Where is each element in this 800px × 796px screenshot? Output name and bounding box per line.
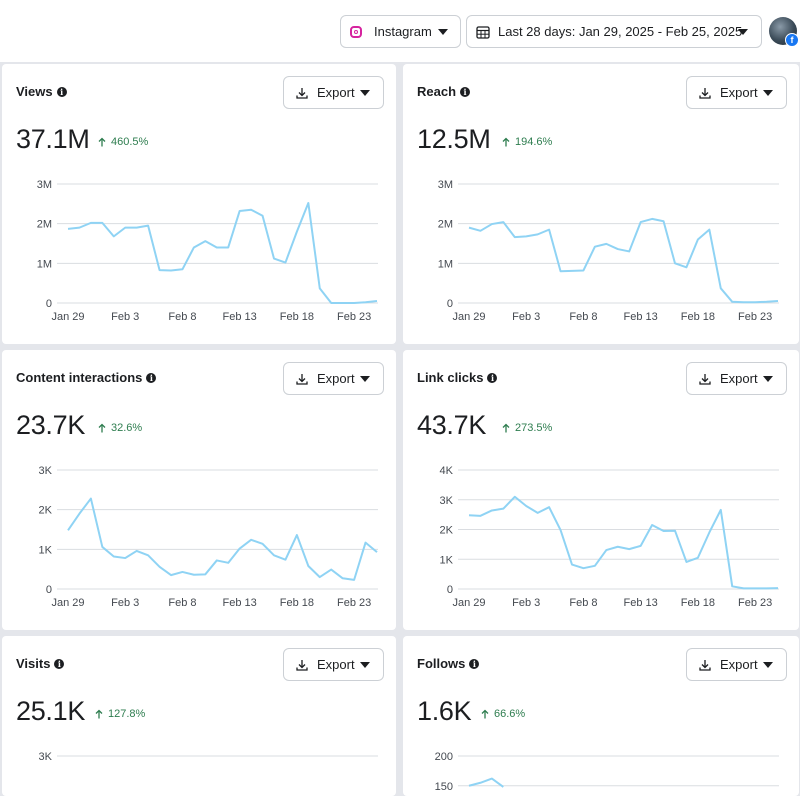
views-card: Views i Export 37.1M 460.5% bbox=[2, 64, 396, 344]
content-interactions-line-chart: 0 1K 2K 3K Jan 29 Feb 3 Feb 8 Feb 13 Feb 18 Feb 2… bbox=[2, 350, 396, 630]
x-tick-label: Feb 18 bbox=[280, 311, 314, 323]
x-tick-label: Feb 13 bbox=[223, 597, 257, 609]
x-tick-label: Feb 8 bbox=[569, 311, 597, 323]
x-tick-label: Feb 3 bbox=[111, 597, 139, 609]
y-tick-label: 1K bbox=[440, 554, 454, 566]
reach-line-chart: 0 1M 2M 3M Jan 29 Feb 3 Feb 8 Feb 13 Feb 18 Feb 2… bbox=[403, 64, 799, 344]
content-interactions-card: Content interactions i Export 23.7K bbox=[2, 350, 396, 630]
x-tick-label: Feb 18 bbox=[280, 597, 314, 609]
series-line[interactable] bbox=[68, 499, 377, 580]
views-line-chart: 0 1M 2M 3M Jan 29 Feb 3 Feb 8 Feb 13 Feb 18 Feb 2… bbox=[2, 64, 396, 344]
link-clicks-line-chart: 0 1K 2K 3K 4K Jan 29 Feb 3 Feb 8 Feb 13 Feb 18 Feb… bbox=[403, 350, 799, 630]
y-tick-label: 0 bbox=[46, 584, 52, 596]
series-line[interactable] bbox=[469, 219, 778, 302]
x-tick-label: Feb 23 bbox=[738, 311, 772, 323]
x-tick-label: Feb 3 bbox=[512, 311, 540, 323]
top-bar: Instagram Last 28 days: Jan 29, 2025 - F… bbox=[0, 0, 800, 62]
chevron-down-icon bbox=[738, 29, 748, 35]
y-tick-label: 150 bbox=[435, 781, 453, 793]
date-range-label: Last 28 days: Jan 29, 2025 - Feb 25, 202… bbox=[498, 24, 742, 39]
x-tick-label: Feb 13 bbox=[624, 311, 658, 323]
y-tick-label: 3K bbox=[39, 465, 53, 477]
x-tick-label: Jan 29 bbox=[51, 311, 84, 323]
visits-line-chart: 3K bbox=[2, 636, 396, 796]
y-tick-label: 0 bbox=[447, 584, 453, 596]
y-tick-label: 1M bbox=[37, 258, 52, 270]
x-tick-label: Feb 13 bbox=[624, 597, 658, 609]
y-tick-label: 2M bbox=[438, 219, 453, 231]
y-tick-label: 3M bbox=[438, 179, 453, 191]
series-line[interactable] bbox=[469, 497, 778, 589]
x-tick-label: Feb 18 bbox=[681, 311, 715, 323]
x-tick-label: Feb 8 bbox=[569, 597, 597, 609]
chevron-down-icon bbox=[438, 29, 448, 35]
x-tick-label: Feb 8 bbox=[168, 311, 196, 323]
y-tick-label: 3K bbox=[39, 751, 53, 763]
reach-card: Reach i Export 12.5M 194.6% bbox=[403, 64, 799, 344]
follows-card: Follows i Export 1.6K 66.6% bbox=[403, 636, 799, 796]
calendar-icon bbox=[476, 25, 490, 39]
y-tick-label: 0 bbox=[447, 298, 453, 310]
x-tick-label: Feb 23 bbox=[337, 597, 371, 609]
platform-selector[interactable]: Instagram bbox=[340, 15, 461, 48]
link-clicks-card: Link clicks i Export 43.7K 273.5 bbox=[403, 350, 799, 630]
x-tick-label: Feb 8 bbox=[168, 597, 196, 609]
facebook-icon: f bbox=[785, 33, 799, 47]
y-tick-label: 3M bbox=[37, 179, 52, 191]
platform-label: Instagram bbox=[374, 24, 432, 39]
visits-card: Visits i Export 25.1K 127.8% bbox=[2, 636, 396, 796]
follows-line-chart: 150 200 bbox=[403, 636, 799, 796]
y-tick-label: 2K bbox=[39, 505, 53, 517]
y-tick-label: 2K bbox=[440, 525, 454, 537]
series-line[interactable] bbox=[68, 203, 377, 303]
date-range-selector[interactable]: Last 28 days: Jan 29, 2025 - Feb 25, 202… bbox=[466, 15, 762, 48]
x-tick-label: Jan 29 bbox=[452, 311, 485, 323]
instagram-icon bbox=[350, 26, 362, 38]
y-tick-label: 0 bbox=[46, 298, 52, 310]
x-tick-label: Feb 3 bbox=[111, 311, 139, 323]
x-tick-label: Feb 23 bbox=[337, 311, 371, 323]
x-tick-label: Feb 13 bbox=[223, 311, 257, 323]
x-tick-label: Feb 3 bbox=[512, 597, 540, 609]
y-tick-label: 3K bbox=[440, 495, 454, 507]
x-tick-label: Feb 23 bbox=[738, 597, 772, 609]
y-tick-label: 1M bbox=[438, 258, 453, 270]
y-tick-label: 4K bbox=[440, 465, 454, 477]
y-tick-label: 2M bbox=[37, 219, 52, 231]
x-tick-label: Feb 18 bbox=[681, 597, 715, 609]
y-tick-label: 1K bbox=[39, 544, 53, 556]
y-tick-label: 200 bbox=[435, 751, 453, 763]
x-tick-label: Jan 29 bbox=[452, 597, 485, 609]
x-tick-label: Jan 29 bbox=[51, 597, 84, 609]
